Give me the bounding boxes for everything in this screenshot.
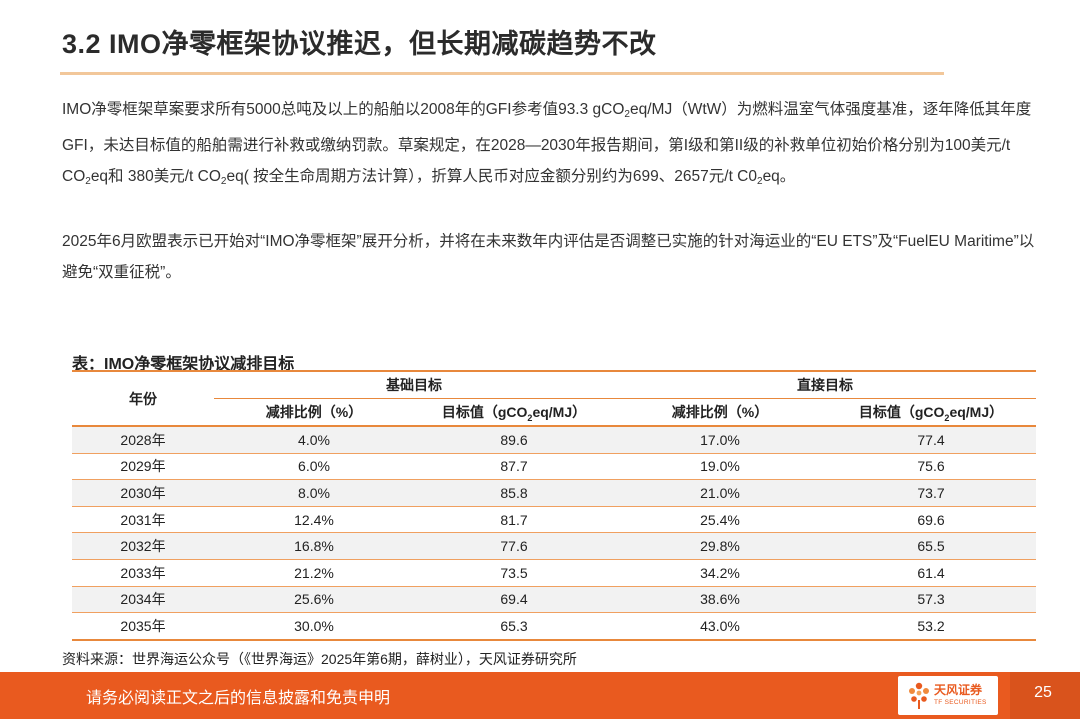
cell-year: 2031年 [72, 506, 214, 534]
para-text: eq和 380美元/t CO [90, 168, 221, 185]
cell-year: 2033年 [72, 559, 214, 587]
para-text: eq( 按全生命周期方法计算），折算人民币对应金额分别约为699、2657元/t… [226, 168, 757, 185]
table-row: 2034年 25.6% 69.4 38.6% 57.3 [72, 586, 1036, 614]
table-row: 2035年 30.0% 65.3 43.0% 53.2 [72, 612, 1036, 641]
cell-direct-pct: 21.0% [614, 479, 826, 507]
header-base-value: 目标值（gCO2eq/MJ） [414, 398, 614, 427]
cell-direct-val: 61.4 [826, 559, 1036, 587]
cell-direct-val: 73.7 [826, 479, 1036, 507]
cell-direct-pct: 38.6% [614, 586, 826, 614]
flower-logo-icon [906, 680, 932, 715]
cell-base-pct: 21.2% [214, 559, 414, 587]
cell-base-val: 77.6 [414, 532, 614, 560]
cell-year: 2035年 [72, 612, 214, 641]
para-text: eq。 [762, 168, 796, 185]
cell-year: 2029年 [72, 453, 214, 481]
page-number-box [1010, 672, 1080, 719]
eu-paragraph: 2025年6月欧盟表示已开始对“IMO净零框架”展开分析，并将在未来数年内评估是… [62, 233, 1035, 281]
cell-direct-pct: 19.0% [614, 453, 826, 481]
cell-base-val: 65.3 [414, 612, 614, 641]
cell-direct-val: 57.3 [826, 586, 1036, 614]
header-year: 年份 [72, 370, 214, 427]
cell-direct-pct: 29.8% [614, 532, 826, 560]
cell-year: 2030年 [72, 479, 214, 507]
header-base-reduction: 减排比例（%） [214, 398, 414, 427]
cell-direct-pct: 43.0% [614, 612, 826, 641]
table-row: 2028年 4.0% 89.6 17.0% 77.4 [72, 426, 1036, 454]
cell-direct-val: 75.6 [826, 453, 1036, 481]
cell-year: 2034年 [72, 586, 214, 614]
cell-base-pct: 25.6% [214, 586, 414, 614]
cell-base-pct: 30.0% [214, 612, 414, 641]
disclaimer-link[interactable]: 请务必阅读正文之后的信息披露和免责申明 [86, 690, 391, 707]
header-direct-value: 目标值（gCO2eq/MJ） [826, 398, 1036, 427]
cell-direct-pct: 34.2% [614, 559, 826, 587]
header-text: eq/MJ） [532, 403, 587, 420]
title-divider [60, 72, 944, 75]
cell-direct-val: 65.5 [826, 532, 1036, 560]
table-row: 2031年 12.4% 81.7 25.4% 69.6 [72, 506, 1036, 534]
header-text: 目标值（gCO [441, 403, 528, 420]
table-row: 2032年 16.8% 77.6 29.8% 65.5 [72, 532, 1036, 560]
subscript: 2 [624, 109, 630, 120]
para-text: IMO净零框架草案要求所有5000总吨及以上的船舶以2008年的GFI参考值93… [62, 101, 625, 118]
cell-year: 2028年 [72, 426, 214, 454]
logo-subtitle: TF SECURITIES [934, 699, 987, 706]
cell-direct-pct: 17.0% [614, 426, 826, 454]
cell-direct-pct: 25.4% [614, 506, 826, 534]
header-direct-reduction: 减排比例（%） [614, 398, 826, 427]
cell-base-val: 87.7 [414, 453, 614, 481]
footer-bar: 请务必阅读正文之后的信息披露和免责申明 天风证券 TF SECURITIES 2… [0, 672, 1080, 719]
subscript: 2 [85, 176, 91, 187]
logo-name: 天风证券 [934, 683, 983, 697]
cell-base-val: 69.4 [414, 586, 614, 614]
subscript: 2 [757, 176, 763, 187]
cell-base-pct: 16.8% [214, 532, 414, 560]
cell-year: 2032年 [72, 532, 214, 560]
cell-base-val: 89.6 [414, 426, 614, 454]
cell-base-pct: 8.0% [214, 479, 414, 507]
cell-direct-val: 69.6 [826, 506, 1036, 534]
cell-base-pct: 4.0% [214, 426, 414, 454]
page-title: 3.2 IMO净零框架协议推迟，但长期减碳趋势不改 [62, 29, 657, 59]
cell-direct-val: 77.4 [826, 426, 1036, 454]
cell-base-val: 85.8 [414, 479, 614, 507]
header-text: 目标值（gCO [858, 403, 945, 420]
subscript: 2 [527, 412, 533, 423]
table-row: 2029年 6.0% 87.7 19.0% 75.6 [72, 453, 1036, 481]
header-base-target: 基础目标 [214, 370, 614, 399]
cell-base-val: 73.5 [414, 559, 614, 587]
subscript: 2 [220, 176, 227, 187]
page-number: 25 [1034, 684, 1052, 701]
source-note: 资料来源：世界海运公众号（《世界海运》2025年第6期，薛树业），天风证券研究所 [62, 651, 577, 667]
cell-base-pct: 12.4% [214, 506, 414, 534]
intro-paragraph: IMO净零框架草案要求所有5000总吨及以上的船舶以2008年的GFI参考值93… [62, 94, 1042, 197]
table-row: 2033年 21.2% 73.5 34.2% 61.4 [72, 559, 1036, 587]
brand-logo: 天风证券 TF SECURITIES [898, 676, 998, 715]
table-row: 2030年 8.0% 85.8 21.0% 73.7 [72, 479, 1036, 507]
para-text: eq/MJ（WtW）为燃料温室气体强度基准，逐年降低其年度GFI，未达目标值的船… [62, 101, 1032, 185]
cell-base-val: 81.7 [414, 506, 614, 534]
reduction-targets-table: 年份 基础目标 直接目标 减排比例（%） 目标值（gCO2eq/MJ） 减排比例… [72, 370, 1036, 641]
table-caption: 表：IMO净零框架协议减排目标 [72, 356, 295, 373]
cell-base-pct: 6.0% [214, 453, 414, 481]
header-direct-target: 直接目标 [614, 370, 1036, 399]
cell-direct-val: 53.2 [826, 612, 1036, 641]
subscript: 2 [944, 412, 950, 423]
header-text: eq/MJ） [949, 403, 1004, 420]
